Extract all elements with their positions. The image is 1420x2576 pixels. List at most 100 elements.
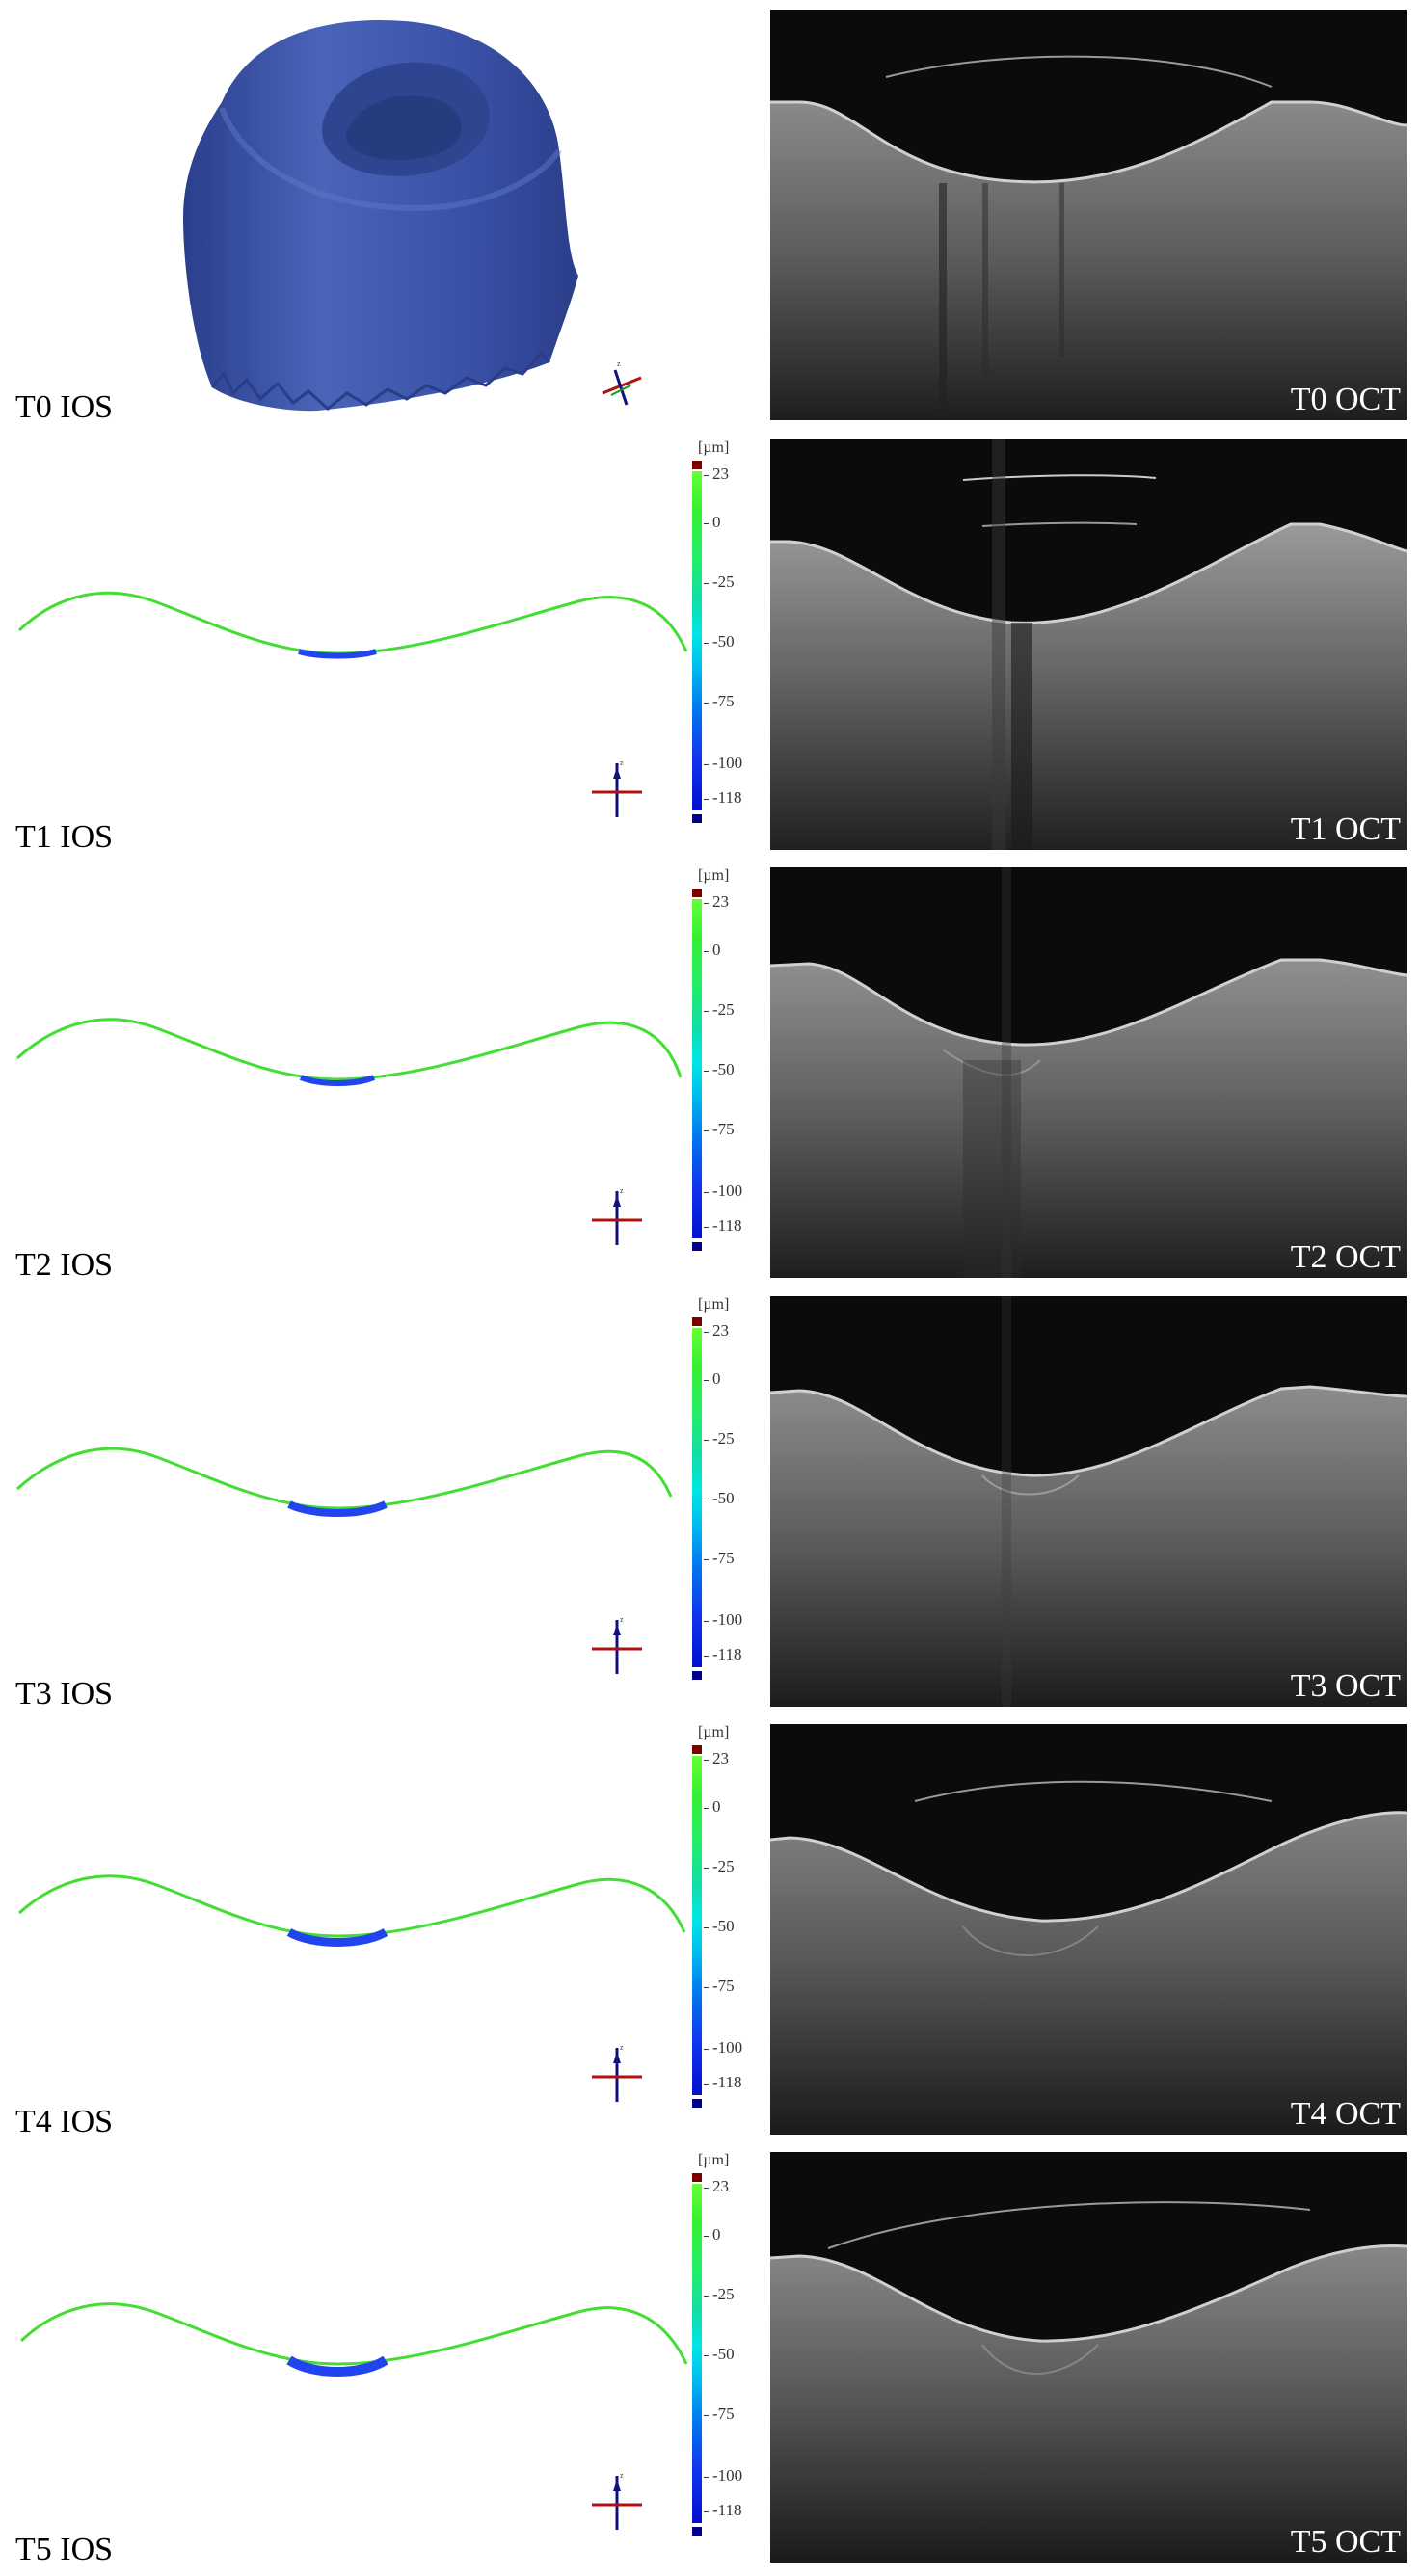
colorbar-tick: -75 (704, 1120, 735, 1139)
colorbar-unit: [µm] (698, 439, 730, 456)
colorbar-tick: 23 (704, 1749, 729, 1768)
panel-row-t4: [µm] 23 0 -25 -50 -75 -100 -118 z T4 IOS (0, 1714, 1420, 2142)
colorbar-overflow-high (692, 889, 702, 897)
colorbar-gradient (692, 899, 702, 1238)
colorbar-tick: -50 (704, 2345, 735, 2364)
ios-panel-t2: [µm] 23 0 -25 -50 -75 -100 -118 z T2 IOS (0, 858, 762, 1286)
oct-label: T2 OCT (1290, 1239, 1401, 1275)
colorbar-tick: -25 (704, 1000, 735, 1020)
svg-text:z: z (620, 1615, 624, 1624)
colorbar-tick: -100 (704, 1610, 742, 1630)
colorbar-tick: 0 (704, 513, 721, 532)
colorbar-overflow-low (692, 814, 702, 823)
colorbar-tick: -100 (704, 754, 742, 773)
colorbar-gradient (692, 1756, 702, 2095)
colorbar-tick: -75 (704, 1977, 735, 1996)
oct-image-t2: T2 OCT (770, 867, 1407, 1278)
colorbar-tick: -118 (704, 788, 742, 808)
oct-label: T5 OCT (1290, 2524, 1401, 2560)
ios-label: T1 IOS (15, 819, 114, 855)
coordinate-axes-icon: z (602, 359, 642, 406)
colorbar-overflow-high (692, 1317, 702, 1326)
colorbar-tick: -25 (704, 572, 735, 592)
oct-label: T0 OCT (1290, 382, 1401, 417)
colorbar: [µm] 23 0 -25 -50 -75 -100 -118 (686, 867, 764, 1282)
colorbar-tick: -118 (704, 1216, 742, 1235)
oct-label: T1 OCT (1290, 811, 1401, 847)
colorbar: [µm] 23 0 -25 -50 -75 -100 -118 (686, 1724, 764, 2138)
panel-row-t2: [µm] 23 0 -25 -50 -75 -100 -118 z T2 IOS (0, 858, 1420, 1286)
colorbar-tick: 23 (704, 2177, 729, 2196)
colorbar-tick: -75 (704, 2404, 735, 2424)
svg-text:z: z (620, 2043, 624, 2052)
colorbar: [µm] 23 0 -25 -50 -75 -100 -118 (686, 2152, 764, 2566)
colorbar-overflow-low (692, 2099, 702, 2108)
colorbar-tick: -50 (704, 1917, 735, 1936)
colorbar-tick: 0 (704, 1797, 721, 1817)
colorbar-tick: -25 (704, 1857, 735, 1876)
coordinate-axes-icon: z (592, 2043, 642, 2102)
panel-row-t3: [µm] 23 0 -25 -50 -75 -100 -118 z T3 IOS (0, 1287, 1420, 1714)
colorbar-overflow-low (692, 1671, 702, 1680)
colorbar-tick: 0 (704, 1369, 721, 1389)
ios-panel-t3: [µm] 23 0 -25 -50 -75 -100 -118 z T3 IOS (0, 1287, 762, 1714)
colorbar-tick: -50 (704, 632, 735, 651)
deviation-profile-curve (15, 1447, 673, 1517)
ios-label: T0 IOS (15, 389, 114, 425)
oct-image-t4: T4 OCT (770, 1724, 1407, 2135)
ios-label: T3 IOS (15, 1676, 114, 1712)
colorbar-tick: -75 (704, 1549, 735, 1568)
colorbar-tick: 23 (704, 465, 729, 484)
ios-label: T5 IOS (15, 2532, 114, 2567)
colorbar: [µm] 23 0 -25 -50 -75 -100 -118 (686, 439, 764, 854)
colorbar-tick: -50 (704, 1060, 735, 1079)
deviation-profile-curve (17, 1874, 686, 1947)
colorbar-tick: -100 (704, 2466, 742, 2485)
oct-image-t5: T5 OCT (770, 2152, 1407, 2563)
colorbar-overflow-high (692, 1745, 702, 1754)
colorbar-tick: 23 (704, 1321, 729, 1341)
coordinate-axes-icon: z (592, 2471, 642, 2530)
colorbar-unit: [µm] (698, 1296, 730, 1313)
oct-label: T3 OCT (1290, 1668, 1401, 1704)
ios-panel-t0: z T0 IOS (0, 0, 762, 428)
colorbar-gradient (692, 471, 702, 810)
colorbar-tick: 0 (704, 941, 721, 960)
ios-panel-t4: [µm] 23 0 -25 -50 -75 -100 -118 z T4 IOS (0, 1714, 762, 2142)
coordinate-axes-icon: z (592, 758, 642, 817)
colorbar-tick: -118 (704, 2501, 742, 2520)
colorbar: [µm] 23 0 -25 -50 -75 -100 -118 (686, 1296, 764, 1711)
panel-row-t0: z T0 IOS T0 OCT (0, 0, 1420, 428)
colorbar-unit: [µm] (698, 867, 730, 884)
svg-text:z: z (620, 2471, 624, 2480)
oct-label: T4 OCT (1290, 2096, 1401, 2132)
panel-row-t1: [µm] 23 0 -25 -50 -75 -100 -118 z T1 IOS (0, 430, 1420, 858)
coordinate-axes-icon: z (592, 1186, 642, 1245)
ios-panel-t5: [µm] 23 0 -25 -50 -75 -100 -118 z T5 IOS (0, 2142, 762, 2570)
colorbar-gradient (692, 2184, 702, 2523)
colorbar-tick: -25 (704, 1429, 735, 1448)
colorbar-unit: [µm] (698, 1724, 730, 1740)
colorbar-unit: [µm] (698, 2152, 730, 2168)
tooth-3d-model (183, 19, 578, 412)
colorbar-tick: -100 (704, 2038, 742, 2058)
oct-image-t3: T3 OCT (770, 1296, 1407, 1707)
svg-text:z: z (617, 359, 621, 368)
deviation-profile-curve (19, 2302, 688, 2377)
colorbar-tick: 23 (704, 892, 729, 912)
deviation-profile-curve (15, 1018, 683, 1086)
colorbar-overflow-low (692, 1242, 702, 1251)
colorbar-tick: -50 (704, 1489, 735, 1508)
ios-label: T4 IOS (15, 2104, 114, 2139)
coordinate-axes-icon: z (592, 1615, 642, 1674)
ios-label: T2 IOS (15, 1247, 114, 1283)
colorbar-tick: -100 (704, 1182, 742, 1201)
colorbar-tick: -25 (704, 2285, 735, 2304)
svg-text:z: z (620, 758, 624, 767)
deviation-profile-curve (17, 591, 688, 659)
oct-image-t0: T0 OCT (770, 10, 1407, 420)
colorbar-overflow-low (692, 2527, 702, 2536)
colorbar-tick: -75 (704, 692, 735, 711)
colorbar-tick: -118 (704, 1645, 742, 1664)
colorbar-overflow-high (692, 2173, 702, 2182)
